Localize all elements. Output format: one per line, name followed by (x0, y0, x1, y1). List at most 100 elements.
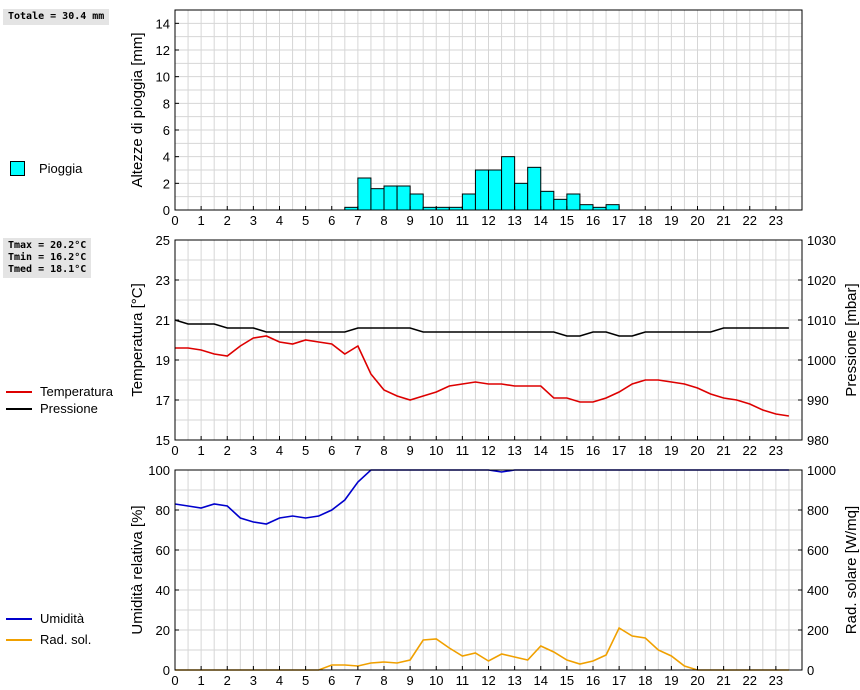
y-tick-label: 19 (156, 353, 170, 368)
y-tick-label: 100 (148, 463, 170, 478)
y-tick-label: 80 (156, 503, 170, 518)
temperature-line (175, 335, 790, 417)
x-tick-label: 0 (171, 213, 178, 228)
x-tick-label: 13 (507, 673, 521, 688)
y2-tick-label: 1020 (807, 273, 836, 288)
rain-bar (357, 177, 372, 211)
x-tick-label: 10 (429, 443, 443, 458)
legend-humidity-label: Umidità (40, 611, 85, 626)
x-tick-label: 19 (664, 673, 678, 688)
legend-solar-label: Rad. sol. (40, 632, 92, 647)
y2-tick-label: 990 (807, 393, 829, 408)
x-tick-label: 15 (560, 673, 574, 688)
y-tick-label: 10 (156, 70, 170, 85)
x-tick-label: 17 (612, 673, 626, 688)
y2-axis-label: Rad. solare [W/mq] (843, 506, 860, 634)
x-tick-label: 1 (198, 213, 205, 228)
y2-tick-label: 1030 (807, 233, 836, 248)
x-tick-label: 19 (664, 213, 678, 228)
rain-bar (474, 169, 489, 211)
y-tick-label: 14 (156, 16, 170, 31)
y-tick-label: 0 (163, 663, 170, 678)
y2-tick-label: 1000 (807, 463, 836, 478)
x-tick-label: 14 (534, 213, 548, 228)
y-tick-label: 20 (156, 623, 170, 638)
y2-tick-label: 800 (807, 503, 829, 518)
x-tick-label: 5 (302, 673, 309, 688)
x-tick-label: 16 (586, 213, 600, 228)
y2-tick-label: 600 (807, 543, 829, 558)
y2-tick-label: 1000 (807, 353, 836, 368)
x-tick-label: 21 (716, 213, 730, 228)
x-tick-label: 3 (250, 443, 257, 458)
x-tick-label: 22 (743, 443, 757, 458)
rain-bar (579, 204, 594, 211)
rain-bar (605, 204, 620, 211)
x-tick-label: 14 (534, 673, 548, 688)
x-tick-label: 12 (481, 213, 495, 228)
x-tick-label: 18 (638, 213, 652, 228)
x-tick-label: 14 (534, 443, 548, 458)
x-tick-label: 0 (171, 673, 178, 688)
x-tick-label: 1 (198, 443, 205, 458)
humidity-line (174, 469, 789, 525)
panel-rain: 0 1 2 3 4 5 6 7 8 9 10 11 12 13 14 15 16 17 18 19 20 21 22 2302… (129, 9, 803, 228)
pressure-line (174, 319, 789, 337)
x-tick-label: 7 (354, 673, 361, 688)
y-tick-label: 15 (156, 433, 170, 448)
rain-bar (527, 166, 542, 211)
temp-max-text: Tmax = 20.2°C (8, 240, 87, 251)
x-tick-label: 9 (407, 443, 414, 458)
y-tick-label: 6 (163, 123, 170, 138)
y-tick-label: 25 (156, 233, 170, 248)
x-tick-label: 2 (224, 443, 231, 458)
x-tick-label: 15 (560, 213, 574, 228)
rain-bar (553, 198, 568, 211)
x-tick-label: 12 (481, 673, 495, 688)
x-tick-label: 11 (456, 673, 470, 688)
legend-temperature: Temperatura (6, 384, 113, 399)
x-tick-label: 6 (328, 443, 335, 458)
y-axis-label: Umidità relativa [%] (129, 505, 146, 634)
x-tick-label: 23 (769, 213, 783, 228)
rain-bar (409, 193, 424, 211)
x-tick-label: 16 (586, 443, 600, 458)
y-tick-label: 21 (156, 313, 170, 328)
y-axis-label: Temperatura [°C] (129, 283, 146, 397)
y2-tick-label: 980 (807, 433, 829, 448)
x-tick-label: 19 (664, 443, 678, 458)
temp-min-text: Tmin = 16.2°C (8, 252, 87, 263)
x-tick-label: 21 (716, 673, 730, 688)
x-tick-label: 10 (429, 213, 443, 228)
y-axis-label: Altezze di pioggia [mm] (129, 32, 146, 187)
x-tick-label: 2 (224, 673, 231, 688)
x-tick-label: 2 (224, 213, 231, 228)
x-tick-label: 8 (380, 213, 387, 228)
rain-bar (514, 182, 529, 211)
legend-humidity-swatch (6, 617, 32, 620)
y-tick-label: 60 (156, 543, 170, 558)
y-tick-label: 17 (156, 393, 170, 408)
x-tick-label: 4 (276, 213, 283, 228)
x-tick-label: 4 (276, 443, 283, 458)
y-tick-label: 4 (163, 150, 170, 165)
legend-temperature-label: Temperatura (40, 384, 113, 399)
x-tick-label: 1 (198, 673, 205, 688)
y-tick-label: 40 (156, 583, 170, 598)
x-tick-label: 5 (302, 213, 309, 228)
y-tick-label: 23 (156, 273, 170, 288)
panel-humidity-solar: 0 1 2 3 4 5 6 7 8 9 10 11 12 13 14 15 16 17 18 19 20 21 22 2302… (129, 463, 860, 688)
x-tick-label: 18 (638, 443, 652, 458)
x-tick-label: 12 (481, 443, 495, 458)
x-tick-label: 18 (638, 673, 652, 688)
legend-rain: Pioggia (10, 161, 82, 176)
x-tick-label: 7 (354, 443, 361, 458)
x-tick-label: 9 (407, 673, 414, 688)
rain-bar (540, 190, 555, 211)
x-tick-label: 21 (716, 443, 730, 458)
legend-rain-swatch (10, 161, 25, 176)
y-tick-label: 2 (163, 176, 170, 191)
x-tick-label: 0 (171, 443, 178, 458)
x-tick-label: 23 (769, 673, 783, 688)
